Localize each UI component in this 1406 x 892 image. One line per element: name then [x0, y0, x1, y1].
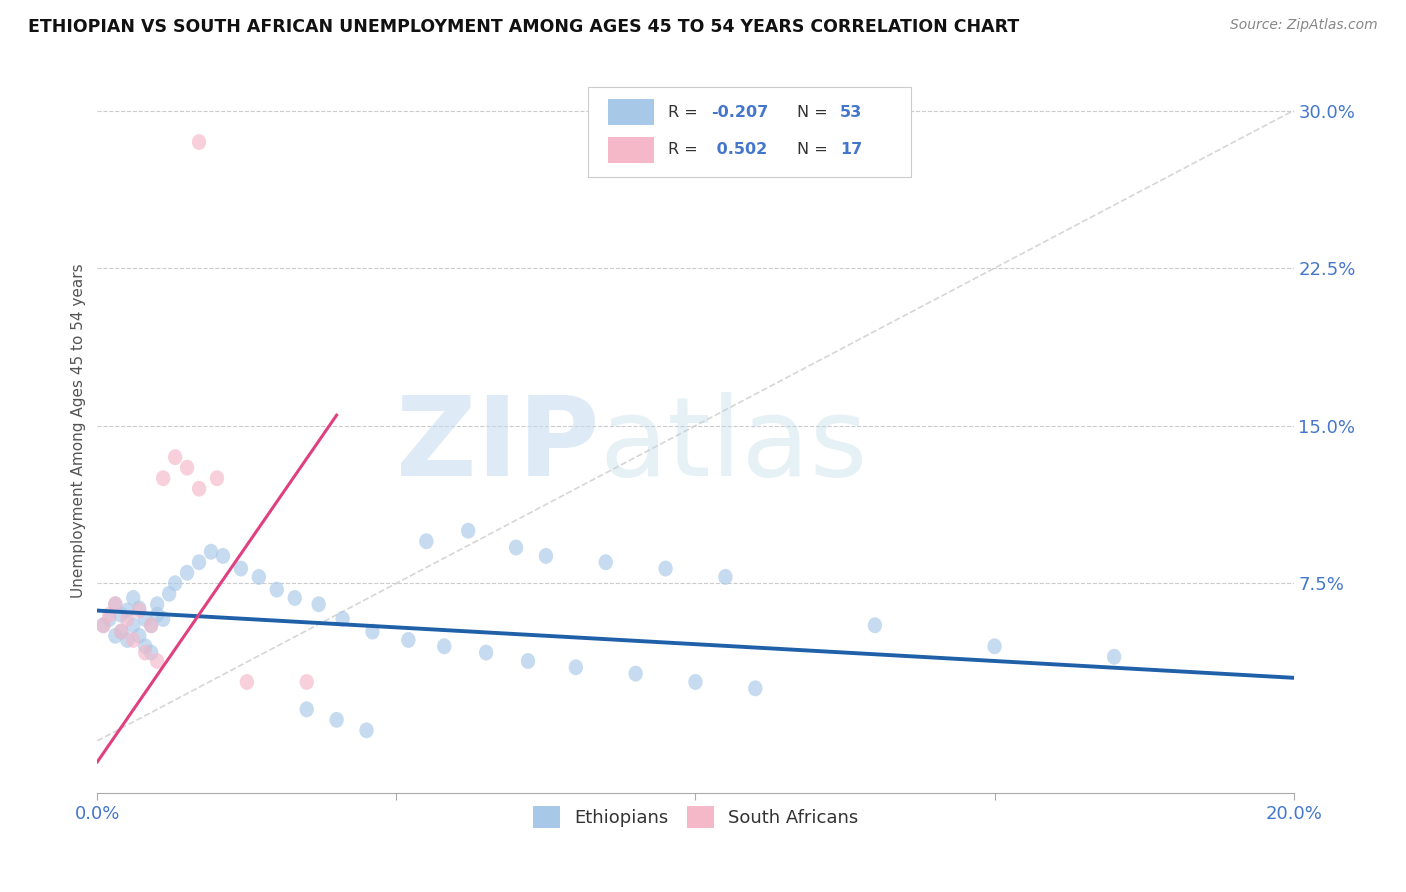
Ellipse shape	[312, 596, 326, 612]
Ellipse shape	[360, 723, 374, 739]
Ellipse shape	[138, 611, 152, 627]
Ellipse shape	[479, 645, 494, 661]
Ellipse shape	[132, 603, 146, 618]
Ellipse shape	[143, 645, 159, 661]
Ellipse shape	[108, 596, 122, 612]
Ellipse shape	[987, 639, 1001, 654]
Ellipse shape	[461, 523, 475, 539]
Ellipse shape	[127, 617, 141, 633]
Ellipse shape	[252, 569, 266, 585]
Ellipse shape	[299, 701, 314, 717]
Ellipse shape	[96, 617, 111, 633]
Text: R =: R =	[668, 104, 703, 120]
Ellipse shape	[401, 632, 416, 648]
Y-axis label: Unemployment Among Ages 45 to 54 years: Unemployment Among Ages 45 to 54 years	[72, 264, 86, 599]
Ellipse shape	[162, 586, 176, 602]
Ellipse shape	[191, 134, 207, 150]
Ellipse shape	[868, 617, 882, 633]
Ellipse shape	[366, 624, 380, 640]
Ellipse shape	[132, 600, 146, 616]
Ellipse shape	[167, 450, 183, 465]
Ellipse shape	[156, 611, 170, 627]
Ellipse shape	[628, 665, 643, 681]
Ellipse shape	[689, 674, 703, 690]
Bar	[609, 136, 654, 162]
Ellipse shape	[239, 674, 254, 690]
FancyBboxPatch shape	[588, 87, 911, 178]
Text: atlas: atlas	[600, 392, 869, 499]
Ellipse shape	[520, 653, 536, 669]
Ellipse shape	[114, 624, 128, 640]
Ellipse shape	[103, 607, 117, 623]
Ellipse shape	[215, 548, 231, 564]
Ellipse shape	[120, 603, 135, 618]
Ellipse shape	[233, 560, 247, 576]
Ellipse shape	[288, 590, 302, 606]
Ellipse shape	[150, 653, 165, 669]
Ellipse shape	[120, 611, 135, 627]
Ellipse shape	[329, 712, 344, 728]
Text: R =: R =	[668, 142, 703, 157]
Ellipse shape	[718, 569, 733, 585]
Ellipse shape	[191, 481, 207, 497]
Ellipse shape	[209, 470, 224, 486]
Text: N =: N =	[797, 142, 832, 157]
Ellipse shape	[191, 554, 207, 570]
Ellipse shape	[204, 544, 218, 559]
Ellipse shape	[114, 607, 128, 623]
Ellipse shape	[299, 674, 314, 690]
Ellipse shape	[127, 590, 141, 606]
Ellipse shape	[150, 596, 165, 612]
Text: Source: ZipAtlas.com: Source: ZipAtlas.com	[1230, 18, 1378, 32]
Ellipse shape	[108, 628, 122, 644]
Ellipse shape	[150, 607, 165, 623]
Ellipse shape	[143, 617, 159, 633]
Text: 17: 17	[841, 142, 862, 157]
Ellipse shape	[538, 548, 553, 564]
Ellipse shape	[108, 596, 122, 612]
Ellipse shape	[120, 632, 135, 648]
Ellipse shape	[156, 470, 170, 486]
Ellipse shape	[96, 617, 111, 633]
Ellipse shape	[599, 554, 613, 570]
Text: N =: N =	[797, 104, 832, 120]
Text: 53: 53	[841, 104, 862, 120]
Ellipse shape	[138, 639, 152, 654]
Ellipse shape	[509, 540, 523, 556]
Ellipse shape	[167, 575, 183, 591]
Ellipse shape	[180, 459, 194, 475]
Text: ETHIOPIAN VS SOUTH AFRICAN UNEMPLOYMENT AMONG AGES 45 TO 54 YEARS CORRELATION CH: ETHIOPIAN VS SOUTH AFRICAN UNEMPLOYMENT …	[28, 18, 1019, 36]
Ellipse shape	[437, 639, 451, 654]
Text: -0.207: -0.207	[711, 104, 768, 120]
Ellipse shape	[270, 582, 284, 598]
Ellipse shape	[143, 617, 159, 633]
Ellipse shape	[132, 628, 146, 644]
Ellipse shape	[419, 533, 433, 549]
Ellipse shape	[138, 645, 152, 661]
Ellipse shape	[748, 681, 762, 697]
Ellipse shape	[1107, 648, 1122, 665]
Legend: Ethiopians, South Africans: Ethiopians, South Africans	[526, 798, 866, 835]
Ellipse shape	[180, 565, 194, 581]
Ellipse shape	[568, 659, 583, 675]
Ellipse shape	[336, 611, 350, 627]
Text: 0.502: 0.502	[711, 142, 768, 157]
Ellipse shape	[658, 560, 672, 576]
Text: ZIP: ZIP	[396, 392, 600, 499]
Ellipse shape	[127, 632, 141, 648]
Ellipse shape	[103, 611, 117, 627]
Ellipse shape	[114, 624, 128, 640]
Bar	[609, 99, 654, 125]
